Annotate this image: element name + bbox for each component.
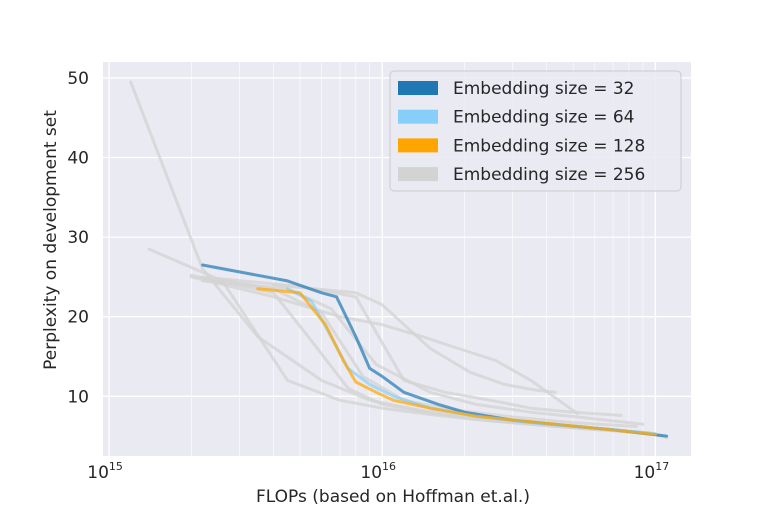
legend-label: Embedding size = 32 bbox=[453, 79, 634, 99]
x-axis-label: FLOPs (based on Hoffman et.al.) bbox=[256, 487, 530, 507]
y-tick-label: 10 bbox=[67, 387, 89, 407]
legend-swatch bbox=[398, 167, 438, 182]
tick-labels: 1015 1016 1017 10 20 30 40 50 bbox=[67, 69, 669, 483]
series-line bbox=[189, 275, 580, 416]
legend-label: Embedding size = 256 bbox=[453, 165, 645, 185]
y-tick-label: 30 bbox=[67, 228, 89, 248]
x-tick-label: 1015 bbox=[87, 460, 123, 483]
legend-label: Embedding size = 128 bbox=[453, 136, 645, 156]
x-tick-label: 1017 bbox=[634, 460, 670, 483]
series-line bbox=[189, 273, 645, 435]
series-line bbox=[272, 283, 557, 394]
y-axis-label: Perplexity on development set bbox=[41, 110, 61, 370]
y-tick-label: 40 bbox=[67, 149, 89, 169]
series-line bbox=[256, 287, 657, 436]
legend-box bbox=[389, 70, 682, 192]
x-tick-label: 1016 bbox=[360, 460, 396, 483]
legend-label: Embedding size = 64 bbox=[453, 108, 634, 128]
y-tick-label: 20 bbox=[67, 308, 89, 328]
legend: Embedding size = 32 Embedding size = 64 Em… bbox=[389, 70, 682, 192]
legend-swatch bbox=[398, 138, 438, 153]
legend-swatch bbox=[398, 81, 438, 95]
series-lines bbox=[129, 80, 669, 440]
y-tick-label: 50 bbox=[67, 69, 89, 89]
legend-swatch bbox=[398, 109, 438, 124]
